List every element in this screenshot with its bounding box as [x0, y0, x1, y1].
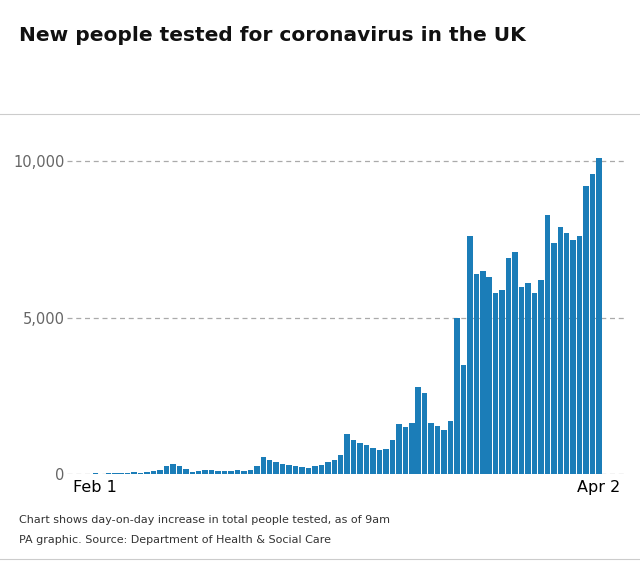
Bar [377, 450, 382, 474]
Bar [209, 470, 214, 474]
Bar [189, 472, 195, 474]
Bar [196, 471, 202, 474]
Bar [442, 431, 447, 474]
Bar [151, 471, 156, 474]
Bar [351, 440, 356, 474]
Bar [461, 365, 466, 474]
Bar [170, 464, 175, 474]
Bar [325, 462, 331, 474]
Bar [202, 470, 208, 474]
Bar [222, 471, 227, 474]
Bar [428, 423, 434, 474]
Bar [499, 290, 505, 474]
Bar [383, 449, 388, 474]
Bar [183, 469, 189, 474]
Bar [409, 423, 415, 474]
Bar [538, 280, 543, 474]
Bar [474, 274, 479, 474]
Bar [357, 443, 363, 474]
Bar [551, 243, 557, 474]
Bar [125, 473, 131, 474]
Bar [454, 318, 460, 474]
Bar [371, 448, 376, 474]
Bar [280, 464, 285, 474]
Bar [570, 240, 576, 474]
Text: PA graphic. Source: Department of Health & Social Care: PA graphic. Source: Department of Health… [19, 535, 332, 545]
Bar [286, 465, 292, 474]
Bar [525, 283, 531, 474]
Bar [486, 277, 492, 474]
Bar [545, 215, 550, 474]
Bar [480, 271, 486, 474]
Bar [435, 426, 440, 474]
Bar [319, 465, 324, 474]
Bar [144, 472, 150, 474]
Bar [306, 468, 311, 474]
Bar [248, 470, 253, 474]
Bar [267, 460, 273, 474]
Bar [422, 393, 428, 474]
Bar [254, 466, 260, 474]
Bar [564, 233, 570, 474]
Bar [131, 473, 137, 474]
Bar [157, 470, 163, 474]
Bar [390, 440, 395, 474]
Bar [467, 236, 472, 474]
Bar [519, 286, 524, 474]
Bar [312, 466, 317, 474]
Bar [118, 473, 124, 474]
Bar [273, 462, 279, 474]
Bar [448, 421, 453, 474]
Bar [513, 252, 518, 474]
Bar [344, 433, 350, 474]
Bar [396, 424, 401, 474]
Bar [493, 293, 499, 474]
Bar [260, 457, 266, 474]
Text: Chart shows day-on-day increase in total people tested, as of 9am: Chart shows day-on-day increase in total… [19, 515, 390, 525]
Bar [506, 258, 511, 474]
Bar [332, 460, 337, 474]
Bar [93, 473, 98, 474]
Bar [300, 467, 305, 474]
Bar [215, 470, 221, 474]
Bar [415, 387, 421, 474]
Bar [577, 236, 582, 474]
Bar [590, 174, 595, 474]
Bar [338, 455, 344, 474]
Bar [403, 427, 408, 474]
Bar [293, 466, 298, 474]
Bar [177, 466, 182, 474]
Bar [532, 293, 537, 474]
Bar [241, 471, 246, 474]
Text: New people tested for coronavirus in the UK: New people tested for coronavirus in the… [19, 26, 526, 44]
Bar [164, 466, 169, 474]
Bar [596, 158, 602, 474]
Bar [583, 186, 589, 474]
Bar [235, 470, 240, 474]
Bar [106, 473, 111, 474]
Bar [364, 445, 369, 474]
Bar [138, 473, 143, 474]
Bar [228, 471, 234, 474]
Bar [557, 227, 563, 474]
